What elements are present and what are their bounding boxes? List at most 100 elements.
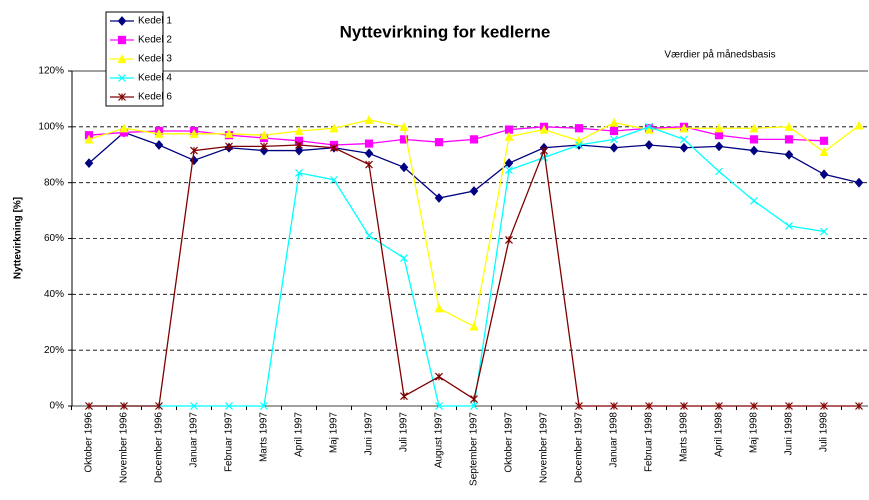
marker: [259, 130, 269, 140]
marker: [540, 146, 548, 155]
x-tick-label: Oktober 1996: [84, 412, 95, 473]
marker: [680, 402, 688, 410]
marker: [117, 54, 127, 64]
series-line: [89, 144, 859, 407]
marker: [117, 16, 127, 26]
y-tick-label: 120%: [38, 66, 64, 77]
x-tick-label: Juli 1998: [819, 412, 830, 452]
x-tick-label: Juni 1997: [364, 412, 375, 456]
marker: [505, 235, 513, 244]
marker: [715, 402, 723, 410]
marker: [435, 402, 443, 410]
x-tick-label: Februar 1998: [644, 412, 655, 472]
marker: [819, 147, 829, 157]
marker: [119, 123, 129, 133]
marker: [505, 166, 513, 175]
x-tick-label: Juni 1998: [784, 412, 795, 456]
marker: [819, 136, 829, 145]
marker: [225, 142, 233, 151]
marker: [575, 402, 583, 410]
marker: [784, 135, 794, 144]
legend-label: Kedel 4: [138, 73, 172, 84]
marker: [470, 402, 478, 410]
marker: [189, 155, 199, 166]
legend-label: Kedel 3: [138, 54, 172, 65]
marker: [330, 143, 338, 152]
marker: [117, 35, 127, 45]
marker: [364, 139, 374, 148]
marker: [294, 126, 304, 136]
marker: [679, 123, 689, 133]
y-tick-label: 20%: [44, 345, 64, 356]
marker: [364, 115, 374, 124]
marker: [225, 402, 233, 410]
marker: [539, 124, 549, 134]
marker: [854, 120, 864, 130]
marker: [469, 321, 479, 331]
x-tick-label: December 1997: [574, 412, 585, 484]
y-axis-label: Nyttevirkning [%]: [13, 197, 24, 279]
marker: [750, 196, 758, 205]
marker: [434, 303, 444, 313]
marker: [574, 124, 584, 133]
marker: [749, 123, 759, 133]
marker: [749, 135, 759, 144]
marker: [155, 402, 163, 410]
legend: Kedel 1 Kedel 2 Kedel 3 Kedel 4 Kedel 6: [105, 11, 172, 107]
marker: [329, 123, 339, 133]
marker: [365, 160, 373, 169]
marker: [609, 117, 619, 127]
marker: [469, 135, 479, 144]
chart-subtitle: Værdier på månedsbasis: [664, 49, 775, 61]
marker: [330, 175, 338, 184]
y-tick-label: 60%: [44, 233, 64, 244]
y-tick-label: 100%: [38, 121, 64, 132]
x-tick-label: September 1997: [469, 412, 480, 486]
legend-label: Kedel 6: [138, 92, 172, 103]
marker: [118, 74, 126, 82]
marker: [575, 141, 583, 149]
marker: [260, 402, 268, 410]
marker: [399, 162, 409, 173]
marker: [190, 146, 198, 155]
marker: [820, 227, 828, 236]
marker: [224, 128, 234, 138]
y-tick-label: 40%: [44, 289, 64, 300]
marker: [644, 124, 654, 134]
marker: [750, 402, 758, 410]
marker: [784, 149, 794, 160]
marker: [715, 167, 723, 176]
marker: [714, 131, 724, 140]
marker: [84, 134, 94, 144]
marker: [854, 177, 864, 188]
x-tick-label: November 1997: [539, 412, 550, 484]
marker: [680, 135, 688, 144]
marker: [645, 402, 653, 410]
marker: [469, 186, 479, 196]
marker: [785, 222, 793, 230]
marker: [610, 135, 618, 144]
x-tick-label: Januar 1997: [189, 412, 200, 468]
marker: [855, 402, 863, 410]
x-tick-label: Oktober 1997: [504, 412, 515, 473]
marker: [295, 141, 303, 149]
marker: [504, 131, 514, 141]
chart-title: Nyttevirkning for kedlerne: [340, 22, 551, 41]
marker: [118, 93, 126, 101]
series-line: [89, 126, 825, 407]
marker: [645, 122, 653, 131]
x-tick-label: December 1996: [154, 412, 165, 484]
x-tick-label: Juli 1997: [399, 412, 410, 452]
x-tick-label: August 1997: [434, 412, 445, 469]
marker: [785, 402, 793, 410]
marker: [504, 125, 514, 134]
series-line: [88, 119, 860, 328]
marker: [714, 141, 724, 152]
marker: [189, 128, 199, 138]
marker: [84, 158, 94, 169]
marker: [609, 126, 619, 136]
legend-label: Kedel 1: [138, 16, 172, 27]
marker: [435, 372, 443, 381]
